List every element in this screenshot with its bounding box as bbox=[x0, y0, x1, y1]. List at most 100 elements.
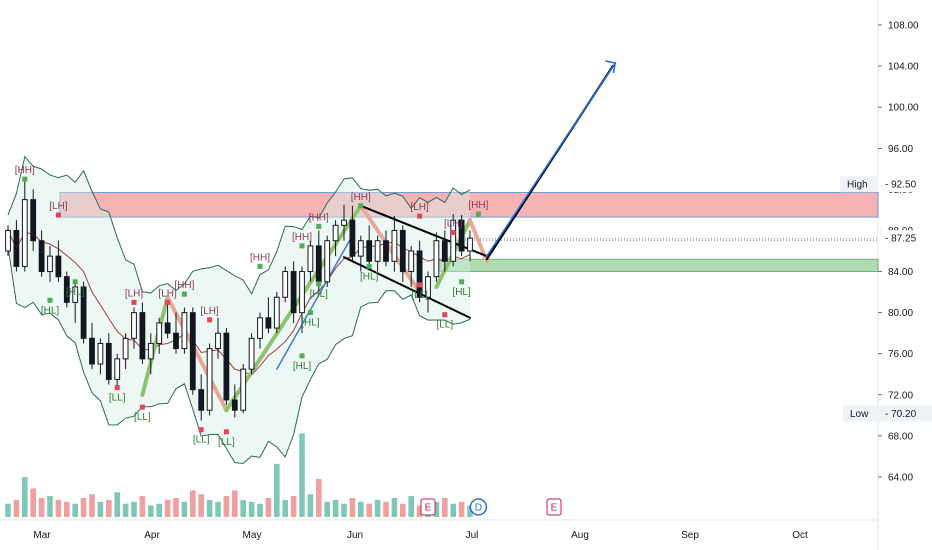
pivot-labels: [HH][LH][HL][HL][LH] [LH][HH][LL][LL][LH]… bbox=[15, 165, 489, 448]
high-value: - 92.50 bbox=[885, 180, 917, 191]
volume-bar bbox=[433, 501, 440, 517]
candle-up bbox=[408, 245, 415, 287]
candle-body bbox=[282, 271, 289, 298]
pivot-dot bbox=[316, 281, 322, 287]
candle-body bbox=[366, 240, 373, 262]
high-label-bg bbox=[840, 176, 877, 193]
pivot-dot bbox=[198, 427, 204, 433]
volume-bar bbox=[97, 501, 104, 517]
volume-bar bbox=[349, 498, 356, 517]
candle-body bbox=[131, 312, 137, 339]
candle-up bbox=[21, 179, 28, 272]
candle-body bbox=[72, 286, 79, 303]
candle-body bbox=[147, 342, 154, 360]
y-tick-label: 104.00 bbox=[888, 62, 919, 73]
candle-down bbox=[349, 205, 356, 262]
candle-down bbox=[231, 384, 238, 418]
candle-up bbox=[131, 307, 137, 349]
pivot-dot bbox=[307, 310, 313, 316]
swing-leg-up bbox=[140, 295, 170, 397]
dividend-letter: D bbox=[475, 503, 482, 514]
pivot-dot bbox=[358, 203, 364, 209]
volume-bar bbox=[265, 498, 272, 517]
candle-body bbox=[181, 312, 188, 350]
pivot-label: [HL] bbox=[310, 289, 329, 300]
candle-body bbox=[425, 276, 431, 298]
y-tick-label: 72.00 bbox=[888, 390, 913, 401]
candle-up bbox=[248, 333, 255, 375]
candle-up bbox=[282, 266, 289, 303]
candle-body bbox=[156, 322, 163, 344]
candle-body bbox=[198, 389, 205, 411]
candle-down bbox=[13, 220, 20, 272]
candle-body bbox=[441, 240, 448, 262]
last-price-bg bbox=[878, 230, 932, 247]
candle-body bbox=[349, 219, 356, 257]
candle-body bbox=[173, 332, 179, 350]
low-value: - 70.20 bbox=[885, 409, 917, 420]
candle-body bbox=[374, 240, 381, 262]
low-label: Low bbox=[850, 409, 869, 420]
high-value-bg bbox=[878, 176, 932, 193]
volume-bar bbox=[383, 501, 389, 517]
candle-body bbox=[80, 286, 87, 339]
volume-bar bbox=[173, 498, 179, 517]
candle-up bbox=[72, 281, 79, 323]
volume-bar bbox=[198, 494, 204, 517]
y-tick-label: 68.00 bbox=[888, 431, 913, 442]
volume-bar bbox=[324, 501, 330, 517]
pivot-label: [LL] bbox=[134, 412, 151, 423]
pivot-dot bbox=[181, 291, 187, 297]
volume-bar bbox=[316, 479, 322, 517]
pivot-dot bbox=[442, 312, 448, 318]
pivot-label: [HH] bbox=[309, 212, 329, 223]
candle-body bbox=[189, 312, 196, 391]
pivot-dot bbox=[114, 385, 120, 391]
volume-bar bbox=[55, 499, 62, 517]
volume-bar bbox=[114, 492, 120, 517]
candle-body bbox=[164, 322, 171, 334]
pivot-dot bbox=[316, 223, 322, 229]
candle-body bbox=[408, 250, 415, 273]
pivot-label: [HH] bbox=[174, 280, 194, 291]
time-axis[interactable]: Mar Apr May Jun Jul Aug Sep Oct bbox=[33, 530, 808, 541]
pivot-label: [HL] bbox=[301, 318, 320, 329]
volume-bar bbox=[232, 490, 238, 517]
band-upper bbox=[7, 155, 471, 295]
pivot-label: [LH] bbox=[410, 202, 429, 213]
last-price-value: - 87.25 bbox=[885, 234, 917, 245]
candle-down bbox=[164, 302, 171, 339]
candle-body bbox=[450, 219, 457, 262]
y-tick-label: 108.00 bbox=[888, 21, 919, 32]
volume-bar bbox=[215, 501, 221, 517]
volume-bar bbox=[299, 433, 305, 517]
pivot-label: [HL] bbox=[66, 287, 85, 298]
volume-bar bbox=[64, 501, 70, 517]
volume-bar bbox=[47, 496, 53, 517]
candle-body bbox=[290, 271, 297, 314]
price-axis[interactable]: 64.0068.0072.0076.0080.0084.0088.0092.50… bbox=[840, 21, 932, 484]
candle-body bbox=[30, 199, 37, 242]
candle-down bbox=[105, 333, 112, 385]
candle-up bbox=[240, 364, 247, 414]
volume-bar bbox=[223, 496, 230, 517]
target-arrowhead bbox=[605, 60, 617, 74]
pivot-label: [LH] bbox=[125, 288, 144, 299]
candle-body bbox=[332, 224, 339, 242]
candle-down bbox=[366, 225, 373, 267]
pivot-label: [LH] bbox=[158, 288, 177, 299]
pivot-dot bbox=[459, 279, 465, 285]
candle-body bbox=[357, 240, 364, 257]
volume-bar bbox=[358, 501, 364, 517]
projection-line bbox=[276, 234, 354, 370]
pivot-label: [HH] bbox=[468, 200, 488, 211]
candle-down bbox=[173, 312, 179, 354]
pivot-label: [HH] bbox=[292, 232, 312, 243]
candle-body bbox=[139, 312, 146, 360]
pivot-label: [LH] bbox=[444, 219, 463, 230]
candle-up bbox=[450, 214, 457, 267]
pivot-dot bbox=[299, 243, 305, 249]
candle-body bbox=[105, 342, 112, 380]
